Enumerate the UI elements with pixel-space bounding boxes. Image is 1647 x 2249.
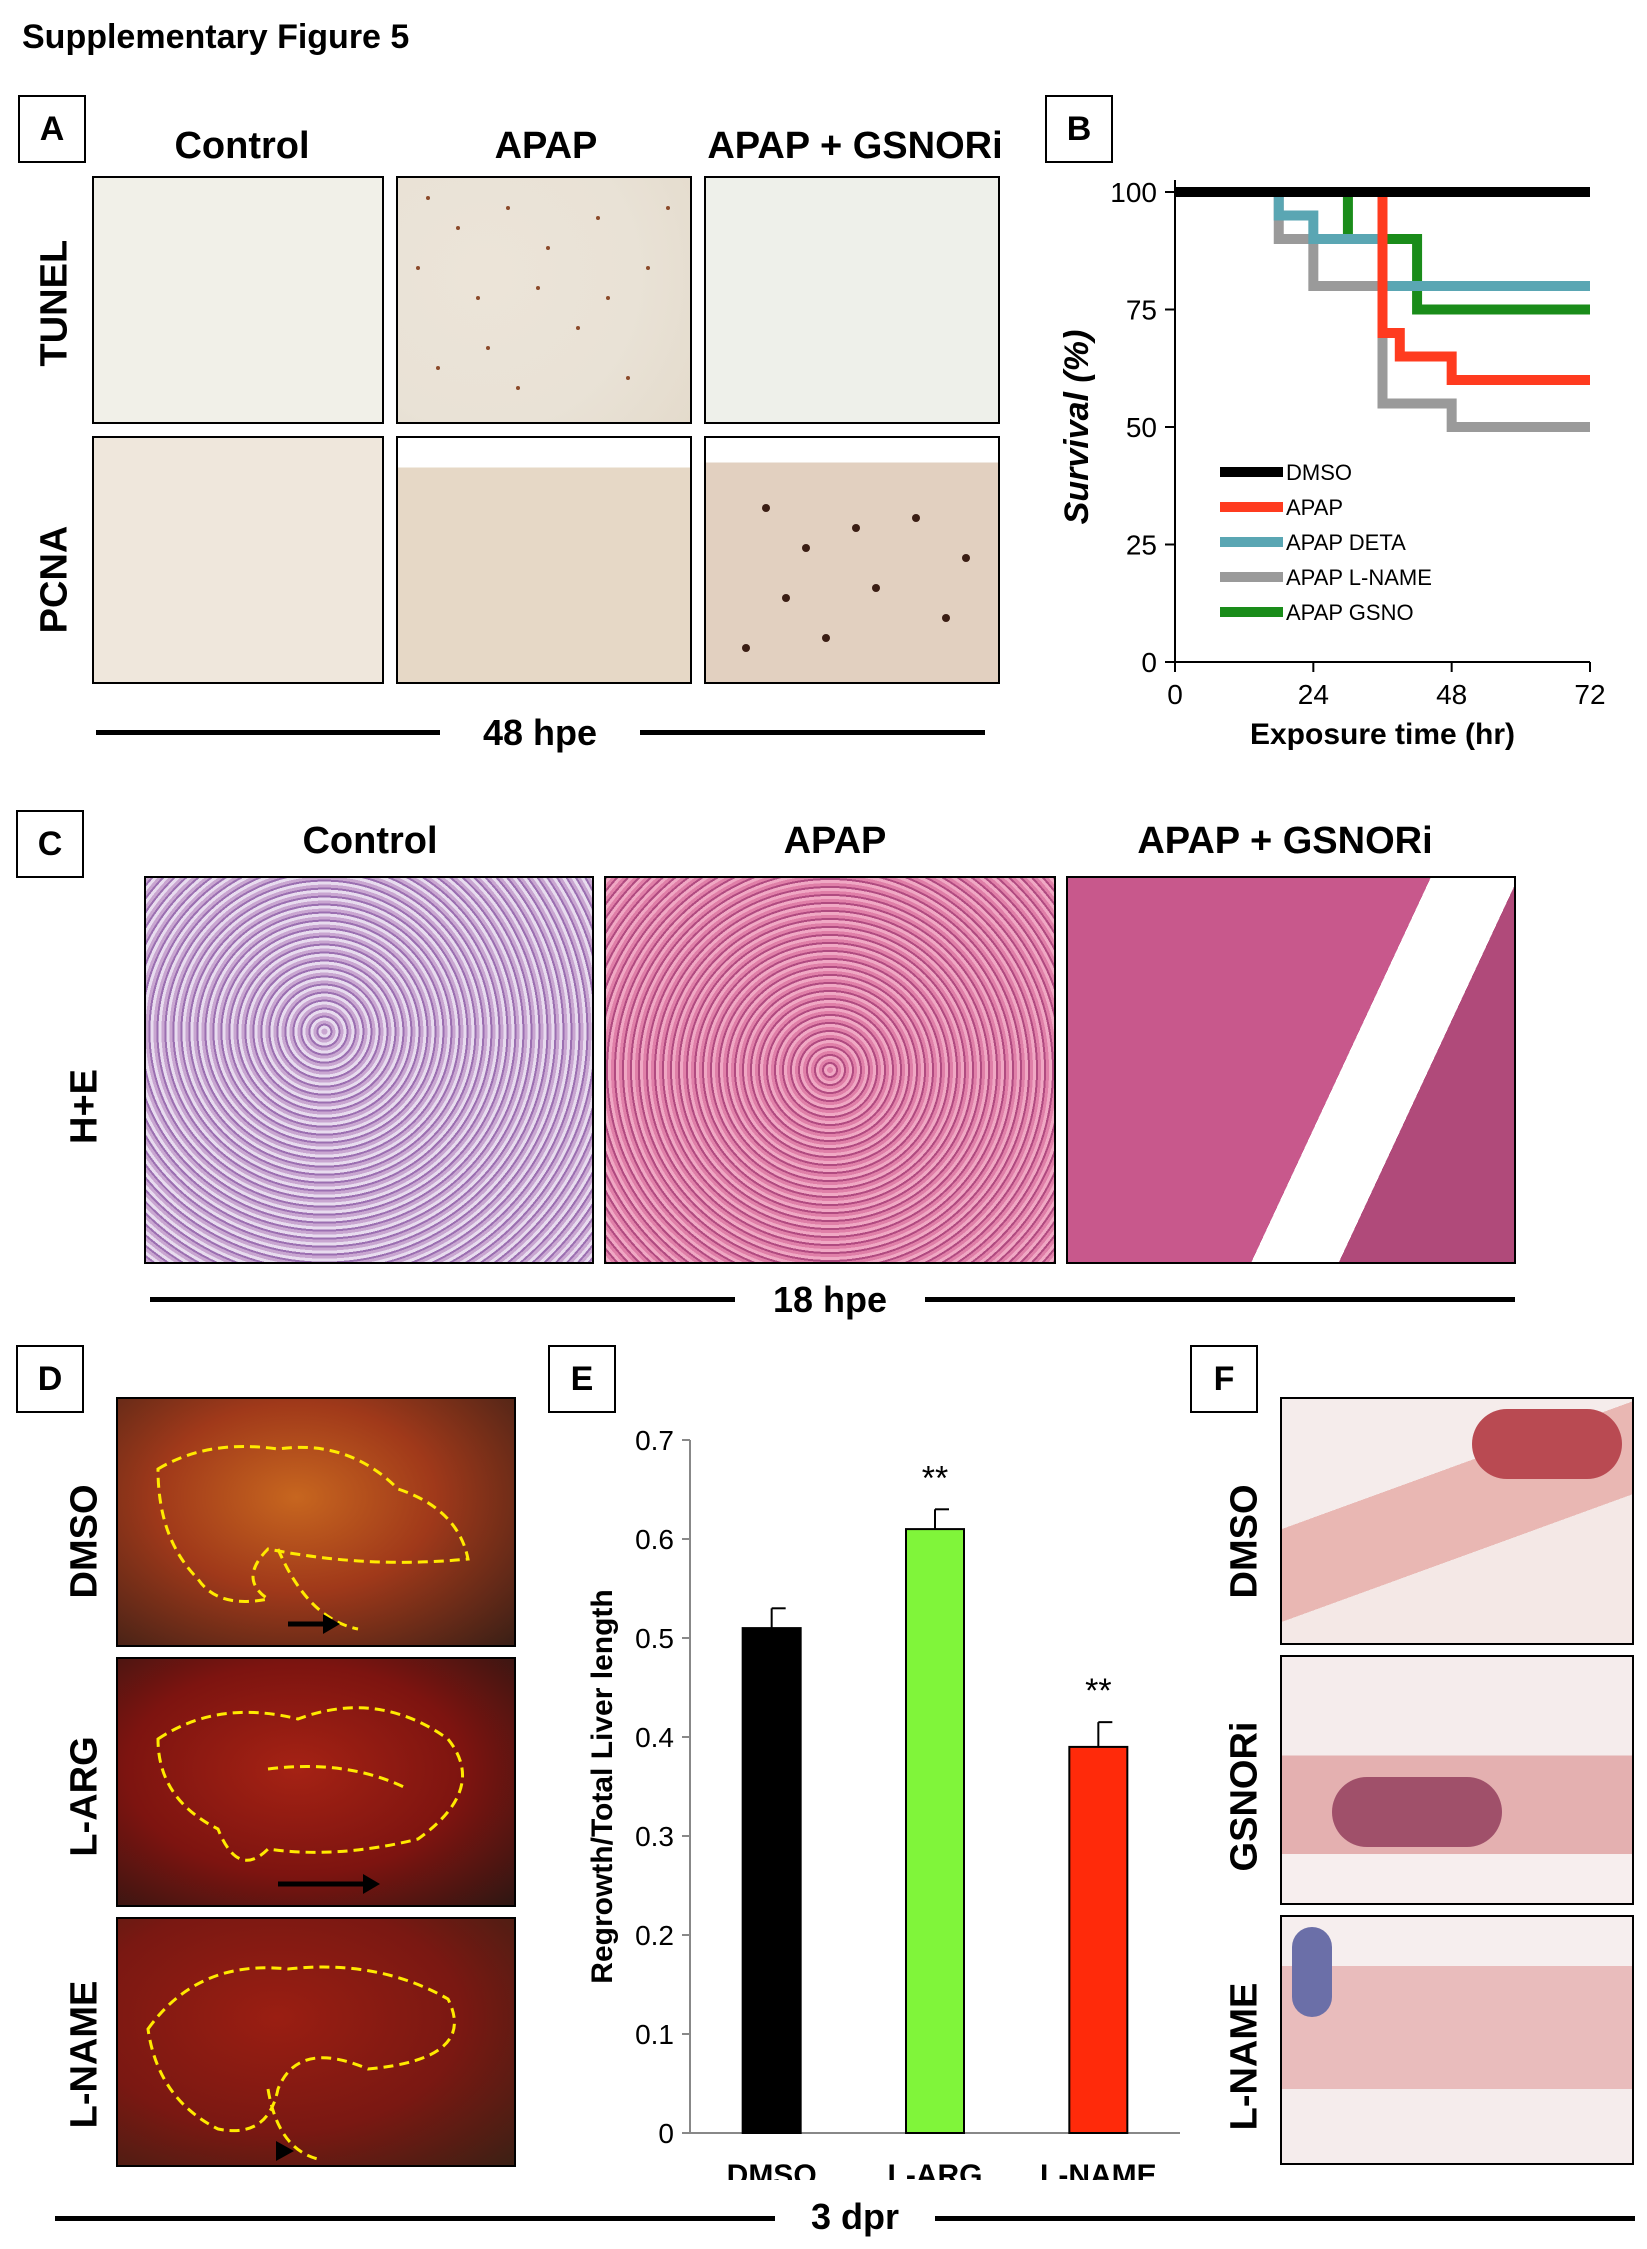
panel-c-col-apap: APAP <box>783 820 887 862</box>
tunel-control-image <box>92 176 384 424</box>
panel-c-row-he: H+E <box>63 1069 106 1144</box>
survival-chart: 0 25 50 75 100 0 24 48 72 DMSO APAP APAP DETA APAP L… <box>1058 177 1606 751</box>
he-apap-image <box>604 876 1056 1264</box>
y-tick-label: 0.6 <box>635 1524 674 1555</box>
y-tick-label: 0 <box>1141 647 1157 678</box>
bottom-timeline-left <box>55 2216 775 2221</box>
y-tick-label: 25 <box>1126 530 1157 561</box>
bar-l-name <box>1068 1745 1129 2134</box>
legend-label: APAP <box>1286 495 1343 520</box>
legend-label: APAP DETA <box>1286 530 1406 555</box>
y-tick-label: 0.5 <box>635 1623 674 1654</box>
panel-a-row-pcna: PCNA <box>33 525 76 634</box>
bottom-timeline-right <box>935 2216 1635 2221</box>
lname-section-image <box>1280 1915 1634 2165</box>
lname-liver-outline <box>146 1965 456 2161</box>
y-tick-label: 50 <box>1126 412 1157 443</box>
x-axis-label: Exposure time (hr) <box>1250 718 1515 751</box>
panel-d-row-lname: L-NAME <box>63 1980 106 2129</box>
panel-a-timeline-right <box>640 730 985 735</box>
legend-label: APAP GSNO <box>1286 600 1414 625</box>
pcna-apap-gsnori-image <box>704 436 1000 684</box>
y-tick-label: 0.1 <box>635 2019 674 2050</box>
pcna-apap-image <box>396 436 692 684</box>
tunel-apap-dots <box>416 196 670 390</box>
significance-label: ** <box>922 1459 948 1497</box>
panel-a-timepoint: 48 hpe <box>440 712 640 754</box>
panel-f-row-dmso: DMSO <box>1223 1484 1266 1599</box>
tunel-apap-image <box>396 176 692 424</box>
tunel-apap-gsnori-image <box>704 176 1000 424</box>
panel-c-timeline-right <box>925 1297 1515 1302</box>
y-tick-label: 0 <box>658 2118 674 2149</box>
y-axis-label: Regrowth/Total Liver length <box>586 1589 619 1983</box>
bottom-timepoint: 3 dpr <box>775 2196 935 2238</box>
he-control-image <box>144 876 594 1264</box>
bar-l-arg <box>905 1528 965 2135</box>
panel-c-col-apap-gsnori: APAP + GSNORi <box>1137 820 1433 862</box>
dmso-liver-outline <box>156 1445 470 1634</box>
panel-label-f: F <box>1190 1345 1258 1413</box>
regrowth-bar-chart: 0 0.1 0.2 0.3 0.4 0.5 0.6 0.7 DMSO ** L-ARG ** L-NAM… <box>586 1425 1180 2180</box>
panel-d-row-larg: L-ARG <box>63 1736 106 1857</box>
y-tick-label: 100 <box>1110 177 1157 208</box>
y-tick-label: 0.7 <box>635 1425 674 1456</box>
panel-f-row-gsnori: GSNORi <box>1223 1721 1266 1872</box>
panel-c-col-control: Control <box>302 820 438 862</box>
panel-d-row-dmso: DMSO <box>63 1484 106 1599</box>
y-tick-label: 0.2 <box>635 1920 674 1951</box>
series-line-apap <box>1175 187 1590 385</box>
panel-c-timeline-left <box>150 1297 735 1302</box>
dmso-section-image <box>1280 1397 1634 1645</box>
panel-label-d: D <box>16 1345 84 1413</box>
gsnori-section-image <box>1280 1655 1634 1905</box>
x-tick-label: 0 <box>1167 679 1183 710</box>
pcna-control-image <box>92 436 384 684</box>
larg-larva-image <box>116 1657 516 1907</box>
x-tick-label: L-NAME <box>1040 2159 1157 2180</box>
y-tick-label: 75 <box>1126 295 1157 326</box>
dmso-larva-image <box>116 1397 516 1647</box>
panel-c-timepoint: 18 hpe <box>735 1279 925 1321</box>
x-tick-label: L-ARG <box>888 2159 983 2180</box>
panel-a-col-apap-gsnori: APAP + GSNORi <box>707 125 1003 167</box>
pcna-gsnori-dots <box>742 504 970 652</box>
bar-dmso <box>741 1627 802 2134</box>
y-axis-label: Survival (%) <box>1058 330 1096 525</box>
legend-label: DMSO <box>1286 460 1352 485</box>
panel-label-b: B <box>1045 95 1113 163</box>
panel-a-col-apap: APAP <box>494 125 598 167</box>
x-tick-label: 72 <box>1574 679 1605 710</box>
panel-label-c: C <box>16 810 84 878</box>
x-tick-label: DMSO <box>727 2159 817 2180</box>
figure-title: Supplementary Figure 5 <box>22 18 410 56</box>
x-tick-label: 24 <box>1298 679 1329 710</box>
significance-label: ** <box>1085 1672 1111 1710</box>
panel-a-row-tunel: TUNEL <box>33 239 76 367</box>
y-tick-label: 0.4 <box>635 1722 674 1753</box>
panel-a-col-control: Control <box>174 125 310 167</box>
legend-label: APAP L-NAME <box>1286 565 1432 590</box>
panel-a-timeline-left <box>96 730 441 735</box>
larg-liver-outline <box>156 1706 464 1894</box>
lname-larva-image <box>116 1917 516 2167</box>
panel-label-a: A <box>18 95 86 163</box>
panel-label-e: E <box>548 1345 616 1413</box>
he-apap-gsnori-image <box>1066 876 1516 1264</box>
panel-f-row-lname: L-NAME <box>1223 1982 1266 2131</box>
y-tick-label: 0.3 <box>635 1821 674 1852</box>
x-tick-label: 48 <box>1436 679 1467 710</box>
